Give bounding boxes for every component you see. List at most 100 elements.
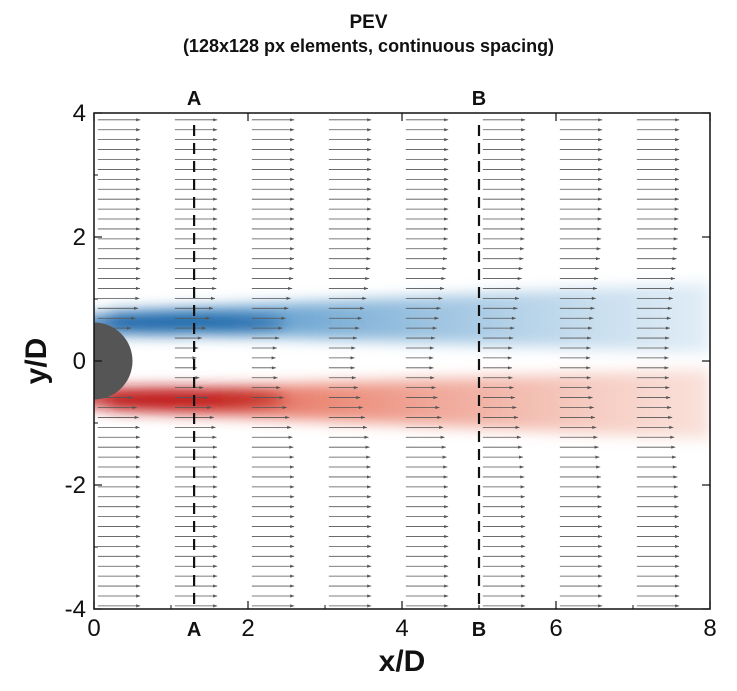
velocity-arrow-head <box>367 594 372 598</box>
velocity-arrow-head <box>436 306 441 310</box>
velocity-arrow-head <box>669 425 674 429</box>
velocity-arrow-head <box>520 217 525 221</box>
velocity-arrow-head <box>598 128 603 132</box>
velocity-arrow-head <box>598 118 603 122</box>
velocity-arrow-head <box>136 574 141 578</box>
y-tick-label: 0 <box>73 348 86 375</box>
vorticity-band-shape <box>109 369 710 440</box>
velocity-arrow-head <box>213 594 218 598</box>
velocity-arrow-head <box>521 187 526 191</box>
section-line-b: BB <box>472 88 486 641</box>
velocity-arrow-head <box>213 475 218 479</box>
velocity-arrow-head <box>290 524 295 529</box>
velocity-arrow-head <box>134 306 139 310</box>
velocity-arrow-head <box>290 217 295 221</box>
velocity-arrow-head <box>367 217 372 221</box>
velocity-arrow-head <box>207 405 212 410</box>
velocity-arrow-head <box>365 445 370 449</box>
velocity-arrow-head <box>136 138 141 142</box>
velocity-arrow-head <box>213 554 218 558</box>
velocity-arrow-head <box>135 425 140 429</box>
velocity-arrow-head <box>444 207 449 211</box>
velocity-arrow-head <box>136 128 141 132</box>
velocity-arrow-head <box>588 326 593 330</box>
velocity-arrow-head <box>278 326 283 330</box>
velocity-arrow-head <box>286 296 291 300</box>
velocity-arrow-head <box>444 177 449 181</box>
velocity-arrow-head <box>444 157 449 162</box>
velocity-arrow-head <box>135 286 140 291</box>
velocity-arrow-head <box>675 604 680 608</box>
velocity-arrow-head <box>367 495 372 499</box>
velocity-arrow-head <box>290 187 295 191</box>
velocity-arrow-head <box>136 544 141 548</box>
velocity-arrow-head <box>290 475 295 479</box>
velocity-arrow-head <box>444 534 449 539</box>
velocity-arrow-head <box>290 604 295 608</box>
velocity-arrow-head <box>136 485 141 489</box>
velocity-arrow-head <box>289 276 294 281</box>
velocity-arrow-head <box>367 237 372 241</box>
velocity-arrow-head <box>136 177 141 181</box>
velocity-arrow-head <box>664 376 669 380</box>
velocity-arrow-head <box>444 147 449 152</box>
velocity-arrow-head <box>674 197 679 201</box>
velocity-arrow-head <box>443 247 448 251</box>
section-label-bottom: B <box>472 619 486 641</box>
velocity-arrow-head <box>668 296 673 300</box>
velocity-arrow-head <box>213 118 218 122</box>
y-tick-label: 4 <box>73 100 86 127</box>
velocity-arrow-head <box>667 405 672 410</box>
velocity-arrow-head <box>213 227 218 231</box>
velocity-arrow-head <box>674 207 679 211</box>
velocity-arrow-head <box>674 515 679 519</box>
velocity-arrow-head <box>444 515 449 519</box>
velocity-arrow-head <box>521 564 526 568</box>
velocity-arrow-head <box>213 604 218 608</box>
velocity-arrow-head <box>443 227 448 231</box>
velocity-arrow-head <box>675 594 680 598</box>
velocity-arrow-head <box>521 118 526 122</box>
velocity-arrow-head <box>351 376 356 380</box>
velocity-arrow-head <box>598 574 603 578</box>
velocity-arrow-head <box>596 247 601 251</box>
velocity-arrow-head <box>136 147 141 152</box>
y-tick-label: -4 <box>65 596 86 623</box>
velocity-arrow-head <box>513 306 518 310</box>
velocity-arrow-head <box>665 326 670 330</box>
velocity-arrow-head <box>598 584 603 588</box>
velocity-arrow-head <box>126 326 131 330</box>
velocity-arrow-head <box>597 515 602 519</box>
velocity-arrow-head <box>364 286 369 291</box>
velocity-arrow-head <box>598 594 603 598</box>
x-tick-label: 4 <box>395 615 408 642</box>
velocity-arrow-head <box>674 505 679 509</box>
y-tick-label: 2 <box>73 224 86 251</box>
velocity-arrow-head <box>434 316 439 320</box>
velocity-arrow-head <box>288 435 293 439</box>
velocity-arrow-head <box>367 147 372 152</box>
velocity-arrow-head <box>673 237 678 241</box>
velocity-arrow-head <box>598 138 603 142</box>
velocity-arrow-head <box>597 505 602 509</box>
velocity-arrow-head <box>507 356 512 360</box>
velocity-arrow-head <box>363 425 368 429</box>
velocity-vector-layer <box>97 118 680 608</box>
velocity-arrow-head <box>211 296 216 300</box>
velocity-arrow-head <box>669 286 674 291</box>
x-tick-label: 6 <box>549 615 562 642</box>
velocity-arrow-head <box>367 138 372 142</box>
velocity-arrow-head <box>596 465 601 469</box>
velocity-arrow-head <box>290 554 295 558</box>
velocity-arrow-head <box>213 505 218 509</box>
axes-layer: 0 2 4 6 8 -4 -2 0 2 4 x/D y/D <box>20 100 717 678</box>
velocity-profile-station <box>405 118 449 608</box>
velocity-arrow-head <box>675 157 680 162</box>
velocity-arrow-head <box>675 534 680 539</box>
velocity-arrow-head <box>444 544 449 548</box>
velocity-arrow-head <box>664 346 669 350</box>
velocity-arrow-head <box>520 485 525 489</box>
velocity-arrow-head <box>367 485 372 489</box>
velocity-arrow-head <box>366 267 371 271</box>
velocity-arrow-head <box>521 524 526 529</box>
